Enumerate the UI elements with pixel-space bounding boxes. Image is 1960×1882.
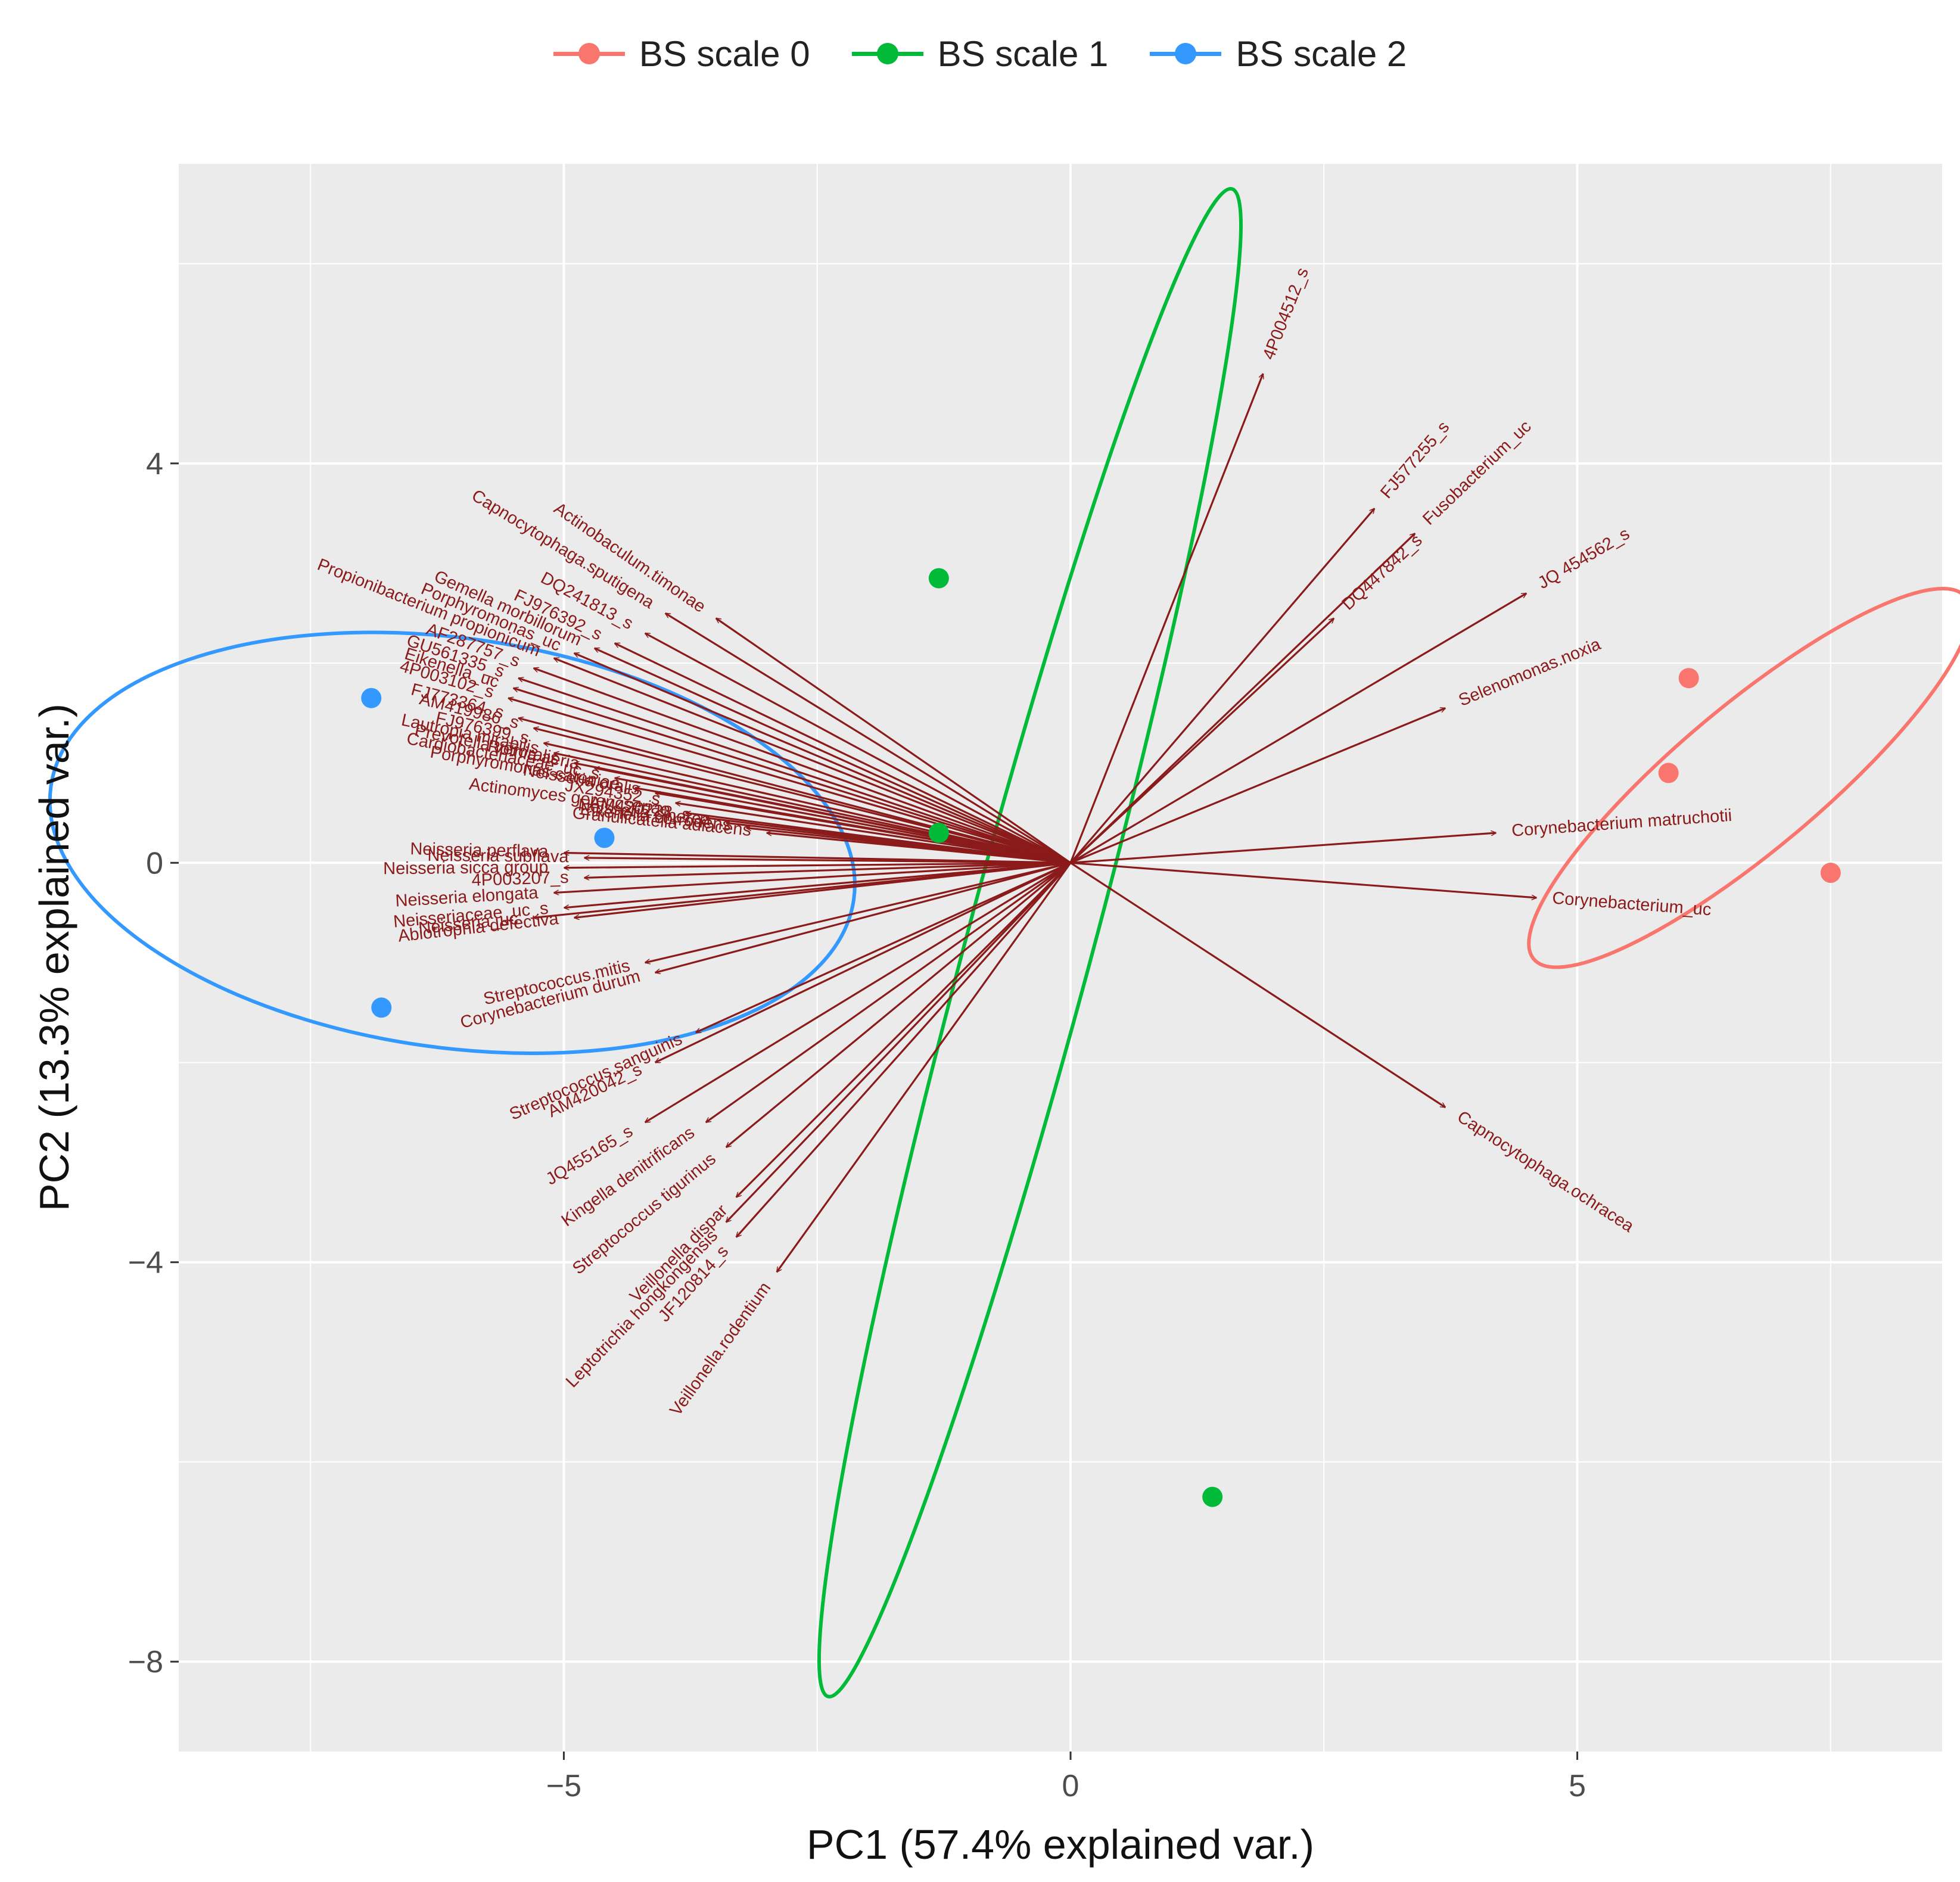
loading-arrow [1070,707,1445,864]
loading-arrow [726,862,1072,1149]
loading-arrow [645,861,1071,963]
loading-arrow [513,688,1071,864]
point-series-0[interactable] [1678,668,1699,689]
loading-label: Neisseria sicca group [383,858,549,879]
legend-key-bs-scale-1 [851,36,923,71]
loading-label: Neisseria subflava [427,846,569,866]
loading-arrow [564,861,1071,867]
loading-arrow [655,861,1071,1063]
y-tick-label: 0 [146,846,163,881]
loading-arrow [614,778,1071,864]
loading-arrow [645,861,1071,1124]
loading-arrow [1069,374,1263,863]
loading-arrow [518,718,1071,864]
loading-arrow [767,833,1071,864]
loading-arrow [655,861,1071,972]
loading-arrow [716,617,1071,864]
loading-arrow [1070,861,1445,1109]
ellipse-series-2 [48,630,857,1055]
loading-arrow [665,612,1071,864]
loading-arrow [1069,533,1415,864]
loading-arrow [1070,592,1527,864]
loading-arrow [574,652,1071,864]
loading-arrow [736,862,1072,1197]
loading-arrow [706,861,1071,1124]
loading-arrow [645,632,1071,864]
loading-arrows [508,374,1537,1272]
ellipses [48,186,1960,1699]
legend-label-bs-scale-2: BS scale 2 [1236,33,1407,74]
loading-arrow [725,862,1072,1222]
legend-item-bs-scale-2[interactable]: BS scale 2 [1150,33,1407,74]
loading-arrow [1070,833,1496,864]
grid-minor [179,164,1942,1752]
x-tick-label: −5 [546,1769,581,1803]
loading-arrow [508,698,1071,864]
point-series-1[interactable] [1202,1486,1223,1507]
y-tick-label: 4 [146,447,163,481]
y-tick-label: −4 [128,1246,163,1280]
loading-arrow [594,768,1071,864]
ellipse-series-1 [817,186,1243,1699]
x-tick-label: 5 [1569,1769,1586,1803]
x-axis-label: PC1 (57.4% explained var.) [807,1821,1314,1868]
loading-arrow [584,858,1071,864]
loading-arrow [543,743,1071,864]
loading-arrow [1069,617,1334,864]
loading-arrow [553,861,1071,892]
point-series-2[interactable] [594,828,615,848]
loading-arrow [564,861,1071,907]
loading-arrow [533,861,1071,917]
point-series-2[interactable] [361,688,382,708]
loading-arrow [1069,508,1376,864]
loading-arrow [533,668,1071,864]
y-tick-label: −8 [128,1645,163,1679]
x-tick-label: 0 [1062,1769,1079,1803]
loading-arrow [594,647,1071,864]
loading-arrow [676,803,1071,864]
loading-arrow [696,861,1071,1034]
loading-arrow [518,678,1071,864]
loading-arrow [776,862,1072,1272]
loading-arrow [655,793,1071,864]
loading-arrow [584,861,1071,878]
y-axis-label: PC2 (13.3% explained var.) [31,704,77,1211]
legend-item-bs-scale-1[interactable]: BS scale 1 [851,33,1109,74]
loading-arrow [614,642,1071,864]
legend-item-bs-scale-0[interactable]: BS scale 0 [553,33,810,74]
legend-label-bs-scale-0: BS scale 0 [639,33,810,74]
ellipse-series-0 [1527,587,1960,969]
loading-arrow [1070,861,1537,898]
axis-ticks: −5 0 5 −8 −4 0 4 [128,447,1586,1803]
point-series-1[interactable] [928,822,949,843]
legend-label-bs-scale-1: BS scale 1 [937,33,1109,74]
plot-panel [179,164,1942,1752]
loading-arrow [553,658,1071,864]
point-series-0[interactable] [1820,863,1841,884]
point-series-0[interactable] [1658,763,1679,783]
legend: BS scale 0 BS scale 1 BS scale 2 [0,21,1960,86]
points [361,568,1841,1507]
loading-label: 4P003207_s [471,868,569,890]
loading-arrow [553,753,1071,864]
loading-arrow [533,728,1071,864]
loading-arrow [735,862,1072,1237]
point-series-2[interactable] [371,997,392,1018]
loading-label: Neisseria perflava [410,839,549,861]
point-series-1[interactable] [928,568,949,589]
legend-key-bs-scale-2 [1150,36,1222,71]
legend-key-bs-scale-0 [553,36,625,71]
